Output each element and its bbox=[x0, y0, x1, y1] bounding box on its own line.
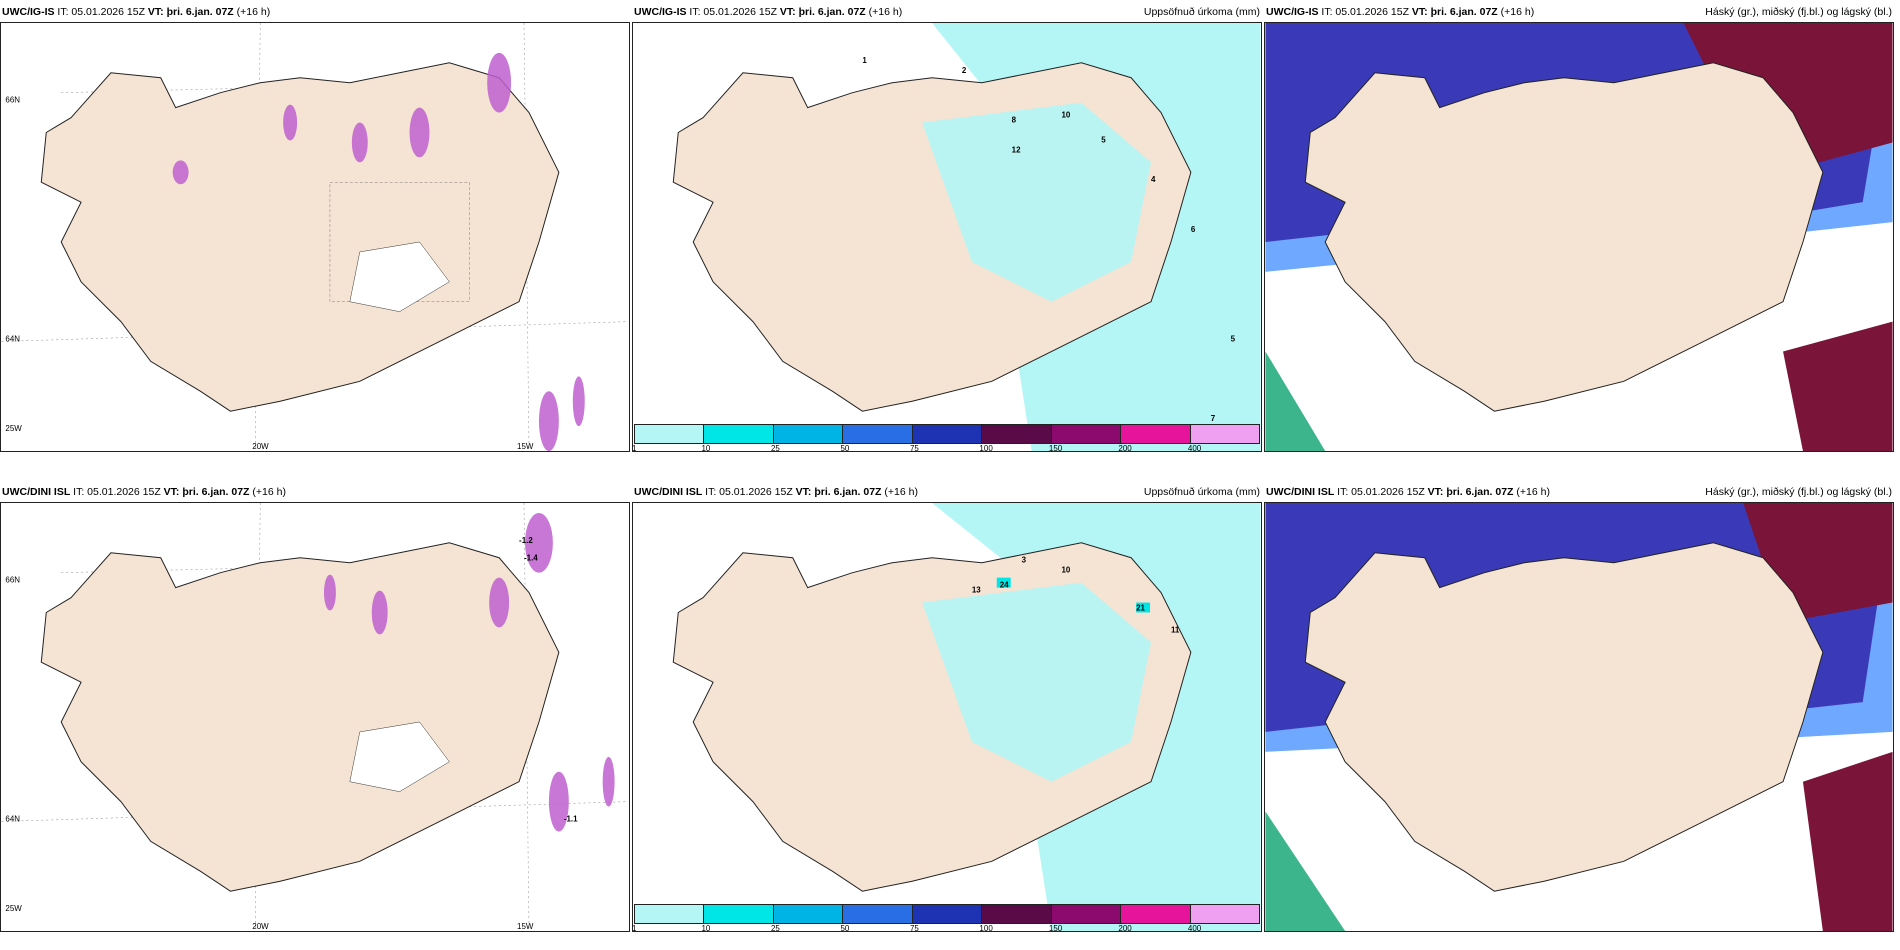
colorbar-label: 10 bbox=[701, 444, 711, 453]
panel-right-title: Háský (gr.), miðský (fj.bl.) og lágský (… bbox=[1705, 6, 1892, 18]
annotation: -1.4 bbox=[524, 554, 538, 563]
colorbar-label: 75 bbox=[909, 444, 919, 453]
colorbar-seg bbox=[704, 425, 774, 443]
svg-text:10: 10 bbox=[1061, 111, 1070, 120]
svg-text:6: 6 bbox=[1191, 225, 1196, 234]
colorbar-seg bbox=[912, 905, 983, 923]
svg-text:4: 4 bbox=[1151, 175, 1156, 184]
map-svg: 12 810 125 46 57 bbox=[633, 23, 1261, 451]
map-wind: 66N 64N 25W 20W 15W bbox=[0, 22, 630, 452]
colorbar-label: 400 bbox=[1187, 444, 1202, 453]
panel-title: UWC/DINI ISL IT: 05.01.2026 15Z VT: þri.… bbox=[1266, 486, 1550, 498]
lon-label: 20W bbox=[252, 442, 269, 451]
lon-label: 15W bbox=[517, 922, 534, 931]
annotation: -1.2 bbox=[519, 536, 533, 545]
lon-label: 25W bbox=[5, 904, 22, 913]
colorbar-label: 25 bbox=[770, 924, 780, 933]
lat-label: 64N bbox=[5, 335, 20, 344]
map-cloud bbox=[1264, 22, 1894, 452]
colorbar-seg bbox=[635, 905, 705, 923]
colorbar-label: 50 bbox=[840, 444, 850, 453]
map-svg: 3 24 10 21 13 11 bbox=[633, 503, 1261, 931]
panel-precip-bottom: UWC/DINI ISL IT: 05.01.2026 15Z VT: þri.… bbox=[632, 480, 1262, 934]
colorbar-seg bbox=[843, 905, 913, 923]
colorbar-seg bbox=[704, 905, 774, 923]
svg-text:13: 13 bbox=[972, 586, 981, 595]
map-svg bbox=[1265, 23, 1893, 451]
colorbar-label: 400 bbox=[1187, 924, 1202, 933]
colorbar-label: 200 bbox=[1118, 444, 1132, 453]
svg-text:10: 10 bbox=[1061, 566, 1070, 575]
map-precip: 3 24 10 21 13 11 bbox=[632, 502, 1262, 932]
colorbar-seg bbox=[982, 905, 1052, 923]
colorbar-seg bbox=[982, 425, 1052, 443]
panel-title: UWC/DINI ISL IT: 05.01.2026 15Z VT: þri.… bbox=[2, 486, 286, 498]
annotation: -1.1 bbox=[564, 815, 578, 824]
colorbar-label: 75 bbox=[909, 924, 919, 933]
colorbar-seg bbox=[635, 425, 705, 443]
colorbar-seg bbox=[1121, 425, 1191, 443]
colorbar-label: 150 bbox=[1048, 444, 1063, 453]
colorbar-seg bbox=[1051, 425, 1122, 443]
colorbar-seg bbox=[1190, 905, 1259, 923]
svg-text:3: 3 bbox=[1022, 556, 1027, 565]
svg-text:21: 21 bbox=[1136, 603, 1145, 612]
svg-text:1: 1 bbox=[862, 56, 867, 65]
colorbar-seg bbox=[912, 425, 983, 443]
lon-label: 25W bbox=[5, 424, 22, 433]
colorbar-seg bbox=[773, 905, 844, 923]
svg-text:5: 5 bbox=[1101, 135, 1106, 144]
colorbar-seg bbox=[1190, 425, 1259, 443]
lon-label: 15W bbox=[517, 442, 534, 451]
panel-title: UWC/IG-IS IT: 05.01.2026 15Z VT: þri. 6.… bbox=[2, 6, 271, 18]
panel-right-title: Háský (gr.), miðský (fj.bl.) og lágský (… bbox=[1705, 486, 1892, 498]
colorbar-label: 10 bbox=[701, 924, 711, 933]
panel-title: UWC/DINI ISL IT: 05.01.2026 15Z VT: þri.… bbox=[634, 486, 918, 498]
colorbar-label: 50 bbox=[840, 924, 850, 933]
map-svg: 66N 64N 25W 20W 15W bbox=[1, 23, 629, 451]
colorbar-labels: 1 10 25 50 75 100 150 200 400 bbox=[632, 924, 1260, 934]
lon-label: 20W bbox=[252, 922, 269, 931]
colorbar-label: 1 bbox=[632, 444, 637, 453]
precip-colorbar bbox=[634, 424, 1260, 444]
svg-text:8: 8 bbox=[1012, 116, 1017, 125]
precip-colorbar bbox=[634, 904, 1260, 924]
map-svg bbox=[1265, 503, 1893, 931]
svg-text:5: 5 bbox=[1231, 335, 1236, 344]
panel-precip-top: UWC/IG-IS IT: 05.01.2026 15Z VT: þri. 6.… bbox=[632, 0, 1262, 454]
panel-cloud-bottom: UWC/DINI ISL IT: 05.01.2026 15Z VT: þri.… bbox=[1264, 480, 1894, 932]
colorbar-label: 100 bbox=[979, 444, 993, 453]
panel-cloud-top: UWC/IG-IS IT: 05.01.2026 15Z VT: þri. 6.… bbox=[1264, 0, 1894, 452]
colorbar-labels: 1 10 25 50 75 100 150 200 400 bbox=[632, 444, 1260, 454]
colorbar-seg bbox=[1121, 905, 1191, 923]
svg-text:7: 7 bbox=[1211, 414, 1216, 423]
map-svg: -1.2 -1.4 -1.1 66N 64N 25W 20W 15W bbox=[1, 503, 629, 931]
panel-right-title: Uppsöfnuð úrkoma (mm) bbox=[1143, 486, 1260, 498]
panel-right-title: Uppsöfnuð úrkoma (mm) bbox=[1143, 6, 1260, 18]
panel-wind-top: UWC/IG-IS IT: 05.01.2026 15Z VT: þri. 6.… bbox=[0, 0, 630, 452]
svg-text:11: 11 bbox=[1171, 625, 1180, 634]
svg-text:24: 24 bbox=[1000, 581, 1009, 590]
panel-title: UWC/IG-IS IT: 05.01.2026 15Z VT: þri. 6.… bbox=[1266, 6, 1535, 18]
colorbar-seg bbox=[843, 425, 913, 443]
colorbar-label: 150 bbox=[1048, 924, 1063, 933]
panel-title: UWC/IG-IS IT: 05.01.2026 15Z VT: þri. 6.… bbox=[634, 6, 903, 18]
svg-text:2: 2 bbox=[962, 66, 967, 75]
map-wind: -1.2 -1.4 -1.1 66N 64N 25W 20W 15W bbox=[0, 502, 630, 932]
colorbar-seg bbox=[773, 425, 844, 443]
map-cloud bbox=[1264, 502, 1894, 932]
colorbar-label: 1 bbox=[632, 924, 637, 933]
colorbar-seg bbox=[1051, 905, 1122, 923]
colorbar-label: 100 bbox=[979, 924, 993, 933]
colorbar-label: 200 bbox=[1118, 924, 1132, 933]
lat-label: 66N bbox=[5, 96, 20, 105]
panel-wind-bottom: UWC/DINI ISL IT: 05.01.2026 15Z VT: þri.… bbox=[0, 480, 630, 932]
lat-label: 66N bbox=[5, 576, 20, 585]
colorbar-label: 25 bbox=[770, 444, 780, 453]
svg-text:12: 12 bbox=[1012, 145, 1021, 154]
lat-label: 64N bbox=[5, 815, 20, 824]
